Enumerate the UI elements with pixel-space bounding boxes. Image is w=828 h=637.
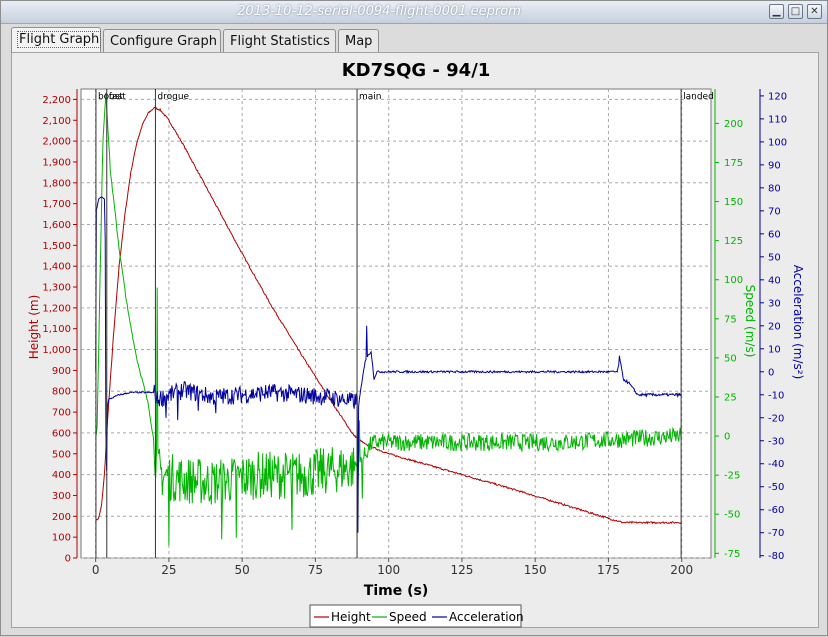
tab-flight-statistics[interactable]: Flight Statistics (223, 29, 336, 52)
height-tick-label: 500 (52, 449, 71, 460)
tab-map[interactable]: Map (338, 29, 379, 52)
x-tick-label: 100 (377, 563, 400, 577)
close-icon[interactable]: ✕ (807, 4, 822, 19)
acceleration-tick-label: 40 (768, 275, 781, 286)
height-tick-label: 1,100 (42, 324, 71, 335)
height-tick-label: 1,000 (42, 345, 71, 356)
legend-label-acceleration: Acceleration (449, 610, 524, 624)
x-axis-label: Time (s) (364, 583, 428, 599)
x-tick-label: 200 (670, 563, 693, 577)
legend: Height Speed Acceleration (309, 604, 524, 628)
series-line-speed (95, 92, 682, 546)
window-title: 2013-10-12-serial-0094-flight-0001.eepro… (237, 4, 521, 19)
legend-label-speed: Speed (389, 610, 427, 624)
acceleration-tick-label: -60 (768, 505, 784, 516)
height-tick-label: 1,700 (42, 199, 71, 210)
speed-tick-label: 150 (724, 197, 743, 208)
height-tick-label: 2,100 (42, 116, 71, 127)
event-label-drogue: drogue (157, 92, 189, 102)
height-tick-label: 600 (52, 428, 71, 439)
acceleration-tick-label: 110 (768, 114, 787, 125)
height-tick-label: 2,200 (42, 95, 71, 106)
height-tick-label: 1,200 (42, 303, 71, 314)
height-tick-label: 2,000 (42, 137, 71, 148)
acceleration-tick-label: -30 (768, 436, 784, 447)
acceleration-tick-label: 90 (768, 160, 781, 171)
acceleration-tick-label: -70 (768, 528, 784, 539)
height-tick-label: 400 (52, 470, 71, 481)
acceleration-tick-label: 0 (768, 367, 774, 378)
acceleration-tick-label: 10 (768, 344, 781, 355)
height-tick-label: 700 (52, 408, 71, 419)
height-tick-label: 1,800 (42, 178, 71, 189)
acceleration-tick-label: 80 (768, 183, 781, 194)
acceleration-tick-label: 70 (768, 206, 781, 217)
x-tick-label: 75 (308, 563, 323, 577)
series-group (95, 92, 683, 546)
height-tick-label: 100 (52, 533, 71, 544)
height-tick-label: 1,400 (42, 262, 71, 273)
speed-tick-label: -50 (724, 510, 740, 521)
acceleration-tick-label: -80 (768, 551, 784, 562)
event-label-fast: fast (109, 92, 126, 102)
speed-tick-label: 200 (724, 119, 743, 130)
series-line-height (95, 106, 683, 525)
height-tick-label: 900 (52, 366, 71, 377)
speed-tick-label: 175 (724, 158, 743, 169)
acceleration-axis-label: Acceleration (m/s²) (791, 265, 805, 380)
minimize-icon[interactable]: ▁ (769, 4, 784, 19)
acceleration-tick-label: 100 (768, 137, 787, 148)
height-tick-label: 1,500 (42, 241, 71, 252)
x-tick-label: 0 (92, 563, 100, 577)
height-tick-label: 200 (52, 512, 71, 523)
speed-tick-label: 125 (724, 236, 743, 247)
acceleration-tick-label: 60 (768, 229, 781, 240)
event-label-boost: boost (98, 92, 123, 102)
acceleration-tick-label: 20 (768, 321, 781, 332)
x-tick-label: 150 (524, 563, 547, 577)
height-axis-label: Height (m) (27, 295, 41, 360)
speed-axis-label: Speed (m/s) (743, 285, 757, 358)
acceleration-tick-label: -40 (768, 459, 784, 470)
acceleration-tick-label: -10 (768, 390, 784, 401)
speed-tick-label: 50 (724, 353, 737, 364)
height-tick-label: 1,600 (42, 220, 71, 231)
height-tick-label: 1,900 (42, 157, 71, 168)
height-tick-label: 300 (52, 491, 71, 502)
tab-configure-graph[interactable]: Configure Graph (103, 29, 221, 52)
event-label-main: main (359, 92, 382, 102)
acceleration-tick-label: -50 (768, 482, 784, 493)
x-tick-label: 125 (450, 563, 473, 577)
maximize-icon[interactable]: □ (788, 4, 803, 19)
acceleration-tick-label: -20 (768, 413, 784, 424)
speed-tick-label: 100 (724, 275, 743, 286)
legend-label-height: Height (331, 610, 371, 624)
axes-group: 0 25 50 75 100 125 150 175 200010020030040050060… (42, 89, 787, 577)
title-bar[interactable]: 2013-10-12-serial-0094-flight-0001.eepro… (1, 1, 827, 24)
series-line-acceleration (95, 196, 682, 533)
speed-tick-label: 75 (724, 314, 737, 325)
height-tick-label: 0 (65, 554, 71, 565)
x-tick-label: 50 (235, 563, 250, 577)
x-tick-label: 25 (161, 563, 176, 577)
event-label-landed: landed (683, 92, 714, 102)
tab-flight-graph[interactable]: Flight Graph (11, 27, 102, 53)
speed-tick-label: -75 (724, 549, 740, 560)
height-tick-label: 800 (52, 387, 71, 398)
speed-tick-label: 0 (724, 432, 730, 443)
acceleration-tick-label: 50 (768, 252, 781, 263)
acceleration-tick-label: 120 (768, 91, 787, 102)
speed-tick-label: 25 (724, 392, 737, 403)
legend-box (309, 604, 522, 628)
acceleration-tick-label: 30 (768, 298, 781, 309)
x-tick-label: 175 (597, 563, 620, 577)
chart-title: KD7SQG - 94/1 (342, 60, 491, 81)
speed-tick-label: -25 (724, 471, 740, 482)
height-tick-label: 1,300 (42, 283, 71, 294)
